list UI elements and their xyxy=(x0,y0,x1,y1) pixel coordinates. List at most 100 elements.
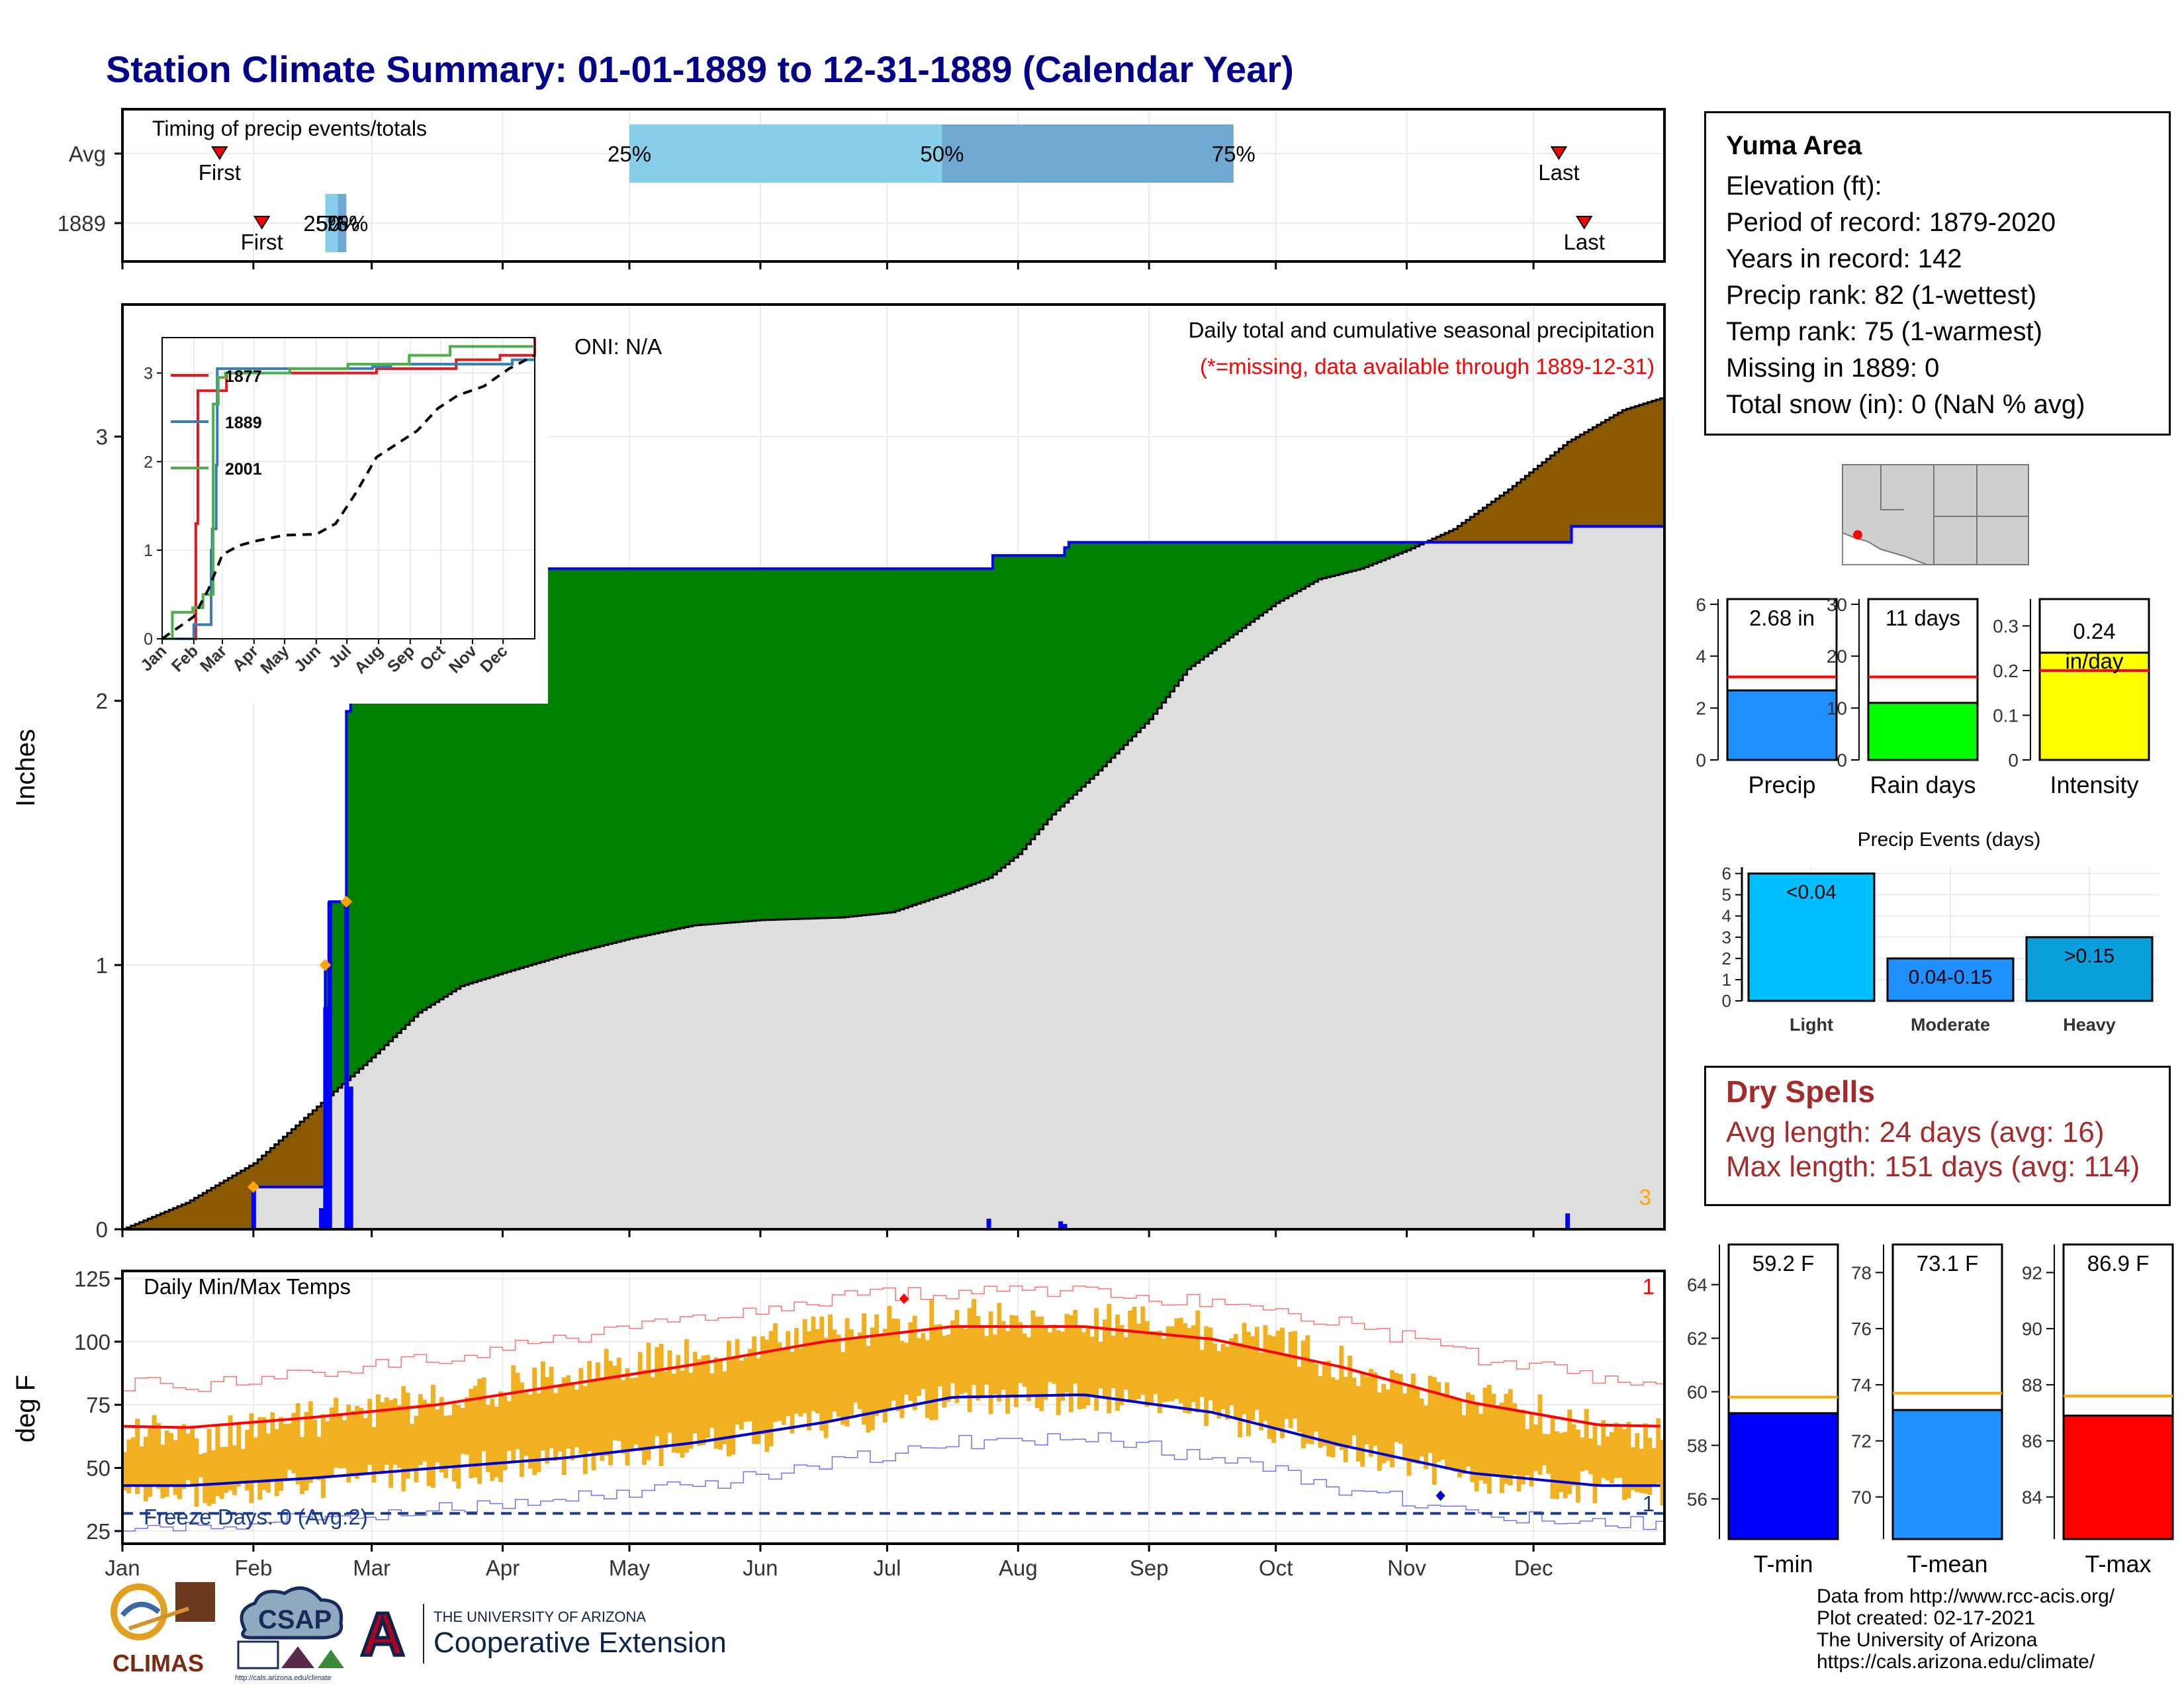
daily-temp-bar xyxy=(667,1350,672,1433)
departure-fill xyxy=(1525,475,1530,543)
daily-temp-bar xyxy=(1601,1420,1606,1478)
daily-temp-bar xyxy=(1541,1434,1547,1466)
daily-temp-bar xyxy=(1479,1414,1484,1481)
temp-y-label: 25 xyxy=(86,1519,111,1544)
summary-y-label: 2 xyxy=(1696,698,1706,719)
daily-temp-bar xyxy=(1385,1389,1390,1461)
daily-temp-bar xyxy=(1445,1382,1449,1470)
departure-fill xyxy=(198,1195,203,1229)
daily-precip-bar xyxy=(348,1086,353,1229)
departure-fill xyxy=(274,1144,279,1188)
daily-temp-bar xyxy=(481,1377,486,1452)
departure-fill xyxy=(1410,542,1416,549)
daily-temp-bar xyxy=(591,1380,596,1470)
departure-fill xyxy=(722,569,727,923)
ua-small-text: THE UNIVERSITY OF ARIZONA xyxy=(433,1609,646,1625)
departure-fill xyxy=(718,569,723,923)
daily-temp-bar xyxy=(1022,1333,1027,1387)
daily-temp-bar xyxy=(642,1370,647,1466)
daily-temp-bar xyxy=(545,1377,550,1464)
departure-fill xyxy=(1102,542,1107,767)
daily-temp-bar xyxy=(308,1401,313,1483)
daily-temp-bar xyxy=(435,1409,440,1463)
event-category: Moderate xyxy=(1911,1015,1990,1035)
departure-fill xyxy=(169,1209,174,1229)
departure-fill xyxy=(414,569,419,1017)
daily-temp-bar xyxy=(1140,1306,1146,1395)
credit-line: https://cals.arizona.edu/climate/ xyxy=(1817,1651,2095,1673)
departure-fill xyxy=(655,569,660,933)
summary-y-label: 10 xyxy=(1827,698,1847,719)
y-tick-label: 3 xyxy=(96,425,108,449)
departure-fill xyxy=(862,569,867,915)
daily-temp-bar xyxy=(701,1355,706,1446)
daily-temp-bar xyxy=(908,1322,913,1401)
daily-temp-bar xyxy=(688,1372,694,1449)
daily-temp-bar xyxy=(506,1401,512,1451)
event-bar-label: <0.04 xyxy=(1786,882,1837,904)
daily-temp-bar xyxy=(169,1432,174,1487)
daily-temp-bar xyxy=(676,1354,681,1454)
departure-fill xyxy=(561,569,567,956)
departure-fill xyxy=(490,569,495,977)
summary-bar xyxy=(1726,689,1838,761)
legend-label: 2001 xyxy=(225,460,262,479)
departure-fill xyxy=(1305,542,1310,586)
daily-temp-bar xyxy=(215,1425,220,1496)
departure-fill xyxy=(912,569,917,906)
departure-fill xyxy=(1098,542,1103,771)
departure-fill xyxy=(836,569,841,918)
daily-temp-bar xyxy=(1440,1395,1445,1460)
departure-fill xyxy=(1470,516,1475,543)
daily-temp-bar xyxy=(1052,1325,1057,1384)
inset-series-line xyxy=(162,358,535,640)
daily-temp-bar xyxy=(532,1367,537,1476)
departure-fill xyxy=(895,569,901,911)
departure-fill xyxy=(870,569,875,915)
daily-temp-bar xyxy=(312,1419,318,1478)
daily-temp-bar xyxy=(1533,1425,1538,1472)
p50-label: 50% xyxy=(316,211,360,236)
departure-fill xyxy=(663,569,668,932)
y-tick-label: 2 xyxy=(96,689,108,714)
daily-temp-bar xyxy=(1559,1432,1564,1493)
departure-fill xyxy=(713,569,719,924)
departure-fill xyxy=(1089,542,1095,779)
normal-min-line xyxy=(122,1393,1661,1487)
departure-fill xyxy=(1453,529,1458,543)
departure-fill xyxy=(1588,430,1594,527)
departure-fill xyxy=(756,569,761,921)
daily-temp-bar xyxy=(401,1385,406,1491)
departure-fill xyxy=(958,569,964,889)
event-label: First xyxy=(241,230,283,254)
daily-precip-bar xyxy=(1565,1213,1570,1229)
departure-fill xyxy=(684,569,689,927)
daily-temp-bar xyxy=(266,1433,271,1493)
departure-fill xyxy=(338,902,343,1088)
station-info-box: Yuma Area Elevation (ft): Period of reco… xyxy=(1704,111,2171,436)
daily-temp-bar xyxy=(190,1426,195,1485)
daily-temp-bar xyxy=(1001,1321,1006,1390)
inset-y-label: 1 xyxy=(144,541,153,560)
daily-temp-bar xyxy=(245,1429,250,1491)
departure-fill xyxy=(1161,542,1167,703)
daily-temp-bar xyxy=(1089,1336,1095,1396)
event-diamond xyxy=(247,1181,259,1194)
daily-temp-bar xyxy=(752,1336,757,1444)
departure-fill xyxy=(1533,469,1539,543)
daily-temp-bar xyxy=(1280,1327,1285,1438)
departure-fill xyxy=(709,569,715,924)
dry-spells-box: Dry Spells Avg length: 24 days (avg: 16)… xyxy=(1704,1066,2171,1206)
departure-fill xyxy=(878,569,884,914)
departure-fill xyxy=(1140,542,1146,728)
daily-temp-bar xyxy=(950,1320,956,1383)
daily-temp-bar xyxy=(612,1366,617,1440)
departure-fill xyxy=(591,569,596,949)
daily-temp-bar xyxy=(650,1377,655,1447)
daily-temp-bar xyxy=(1474,1402,1479,1492)
summary-y-label: 92 xyxy=(2022,1262,2042,1283)
departure-fill xyxy=(781,569,786,919)
summary-y-label: 0 xyxy=(1837,750,1847,771)
departure-fill xyxy=(469,569,474,984)
daily-temp-bar xyxy=(1314,1364,1319,1432)
